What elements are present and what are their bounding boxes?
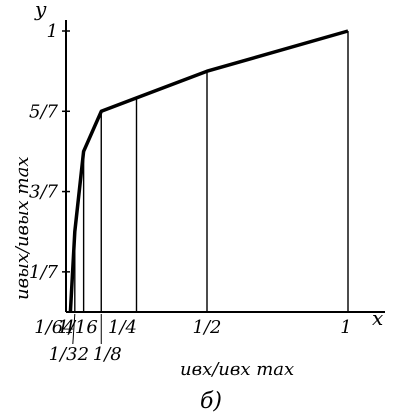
x-tick-label: 1/16	[57, 317, 97, 338]
x-tick-leader	[72, 313, 76, 345]
y-tick-label: 5/7	[29, 101, 59, 122]
x-tick-label: 1/8	[93, 344, 122, 365]
x-tick-label: 1	[340, 317, 351, 338]
series-curve	[68, 29, 349, 313]
y-tick-label: 1/7	[29, 262, 59, 283]
x-tick-label: 1/64	[34, 317, 74, 338]
y-tick-labels: 1/7 3/7 5/7 1	[29, 21, 70, 283]
figure-caption: б)	[200, 389, 222, 414]
series-line	[68, 29, 349, 313]
y-axis-symbol: y	[34, 0, 47, 21]
x-axis-label: uвх/uвх max	[180, 359, 294, 380]
x-tick-label: 1/4	[108, 317, 137, 338]
x-tick-label: 1/32	[49, 344, 89, 365]
x-tick-labels: 1/64 1/32 1/16 1/8 1/4 1/2 1	[34, 313, 352, 365]
x-axis-symbol: x	[372, 306, 383, 330]
y-tick-label: 1	[47, 21, 58, 42]
axes	[65, 20, 385, 313]
y-tick-label: 3/7	[29, 182, 59, 203]
vertical-guides	[74, 31, 349, 312]
y-axis-label: uвых/uвых max	[12, 157, 33, 301]
x-tick-label: 1/2	[193, 317, 222, 338]
